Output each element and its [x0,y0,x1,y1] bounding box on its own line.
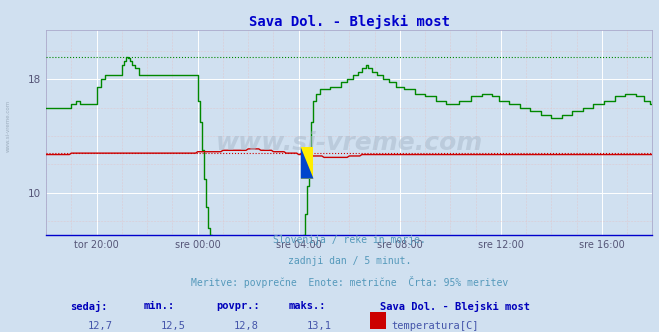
Text: sedaj:: sedaj: [71,301,108,312]
Polygon shape [301,147,314,179]
Text: Slovenija / reke in morje.: Slovenija / reke in morje. [273,235,426,245]
Text: povpr.:: povpr.: [216,301,260,311]
Bar [301,147,314,179]
Text: Sava Dol. - Blejski most: Sava Dol. - Blejski most [380,301,530,312]
Text: temperatura[C]: temperatura[C] [391,321,479,331]
Text: 13,1: 13,1 [306,321,331,331]
Bar [370,312,386,329]
Text: 12,8: 12,8 [234,321,259,331]
Text: 12,7: 12,7 [88,321,113,331]
Text: Meritve: povprečne  Enote: metrične  Črta: 95% meritev: Meritve: povprečne Enote: metrične Črta:… [190,276,508,289]
Text: www.si-vreme.com: www.si-vreme.com [5,100,11,152]
Text: maks.:: maks.: [289,301,326,311]
Text: 12,5: 12,5 [161,321,186,331]
Text: zadnji dan / 5 minut.: zadnji dan / 5 minut. [287,256,411,266]
Text: min.:: min.: [143,301,175,311]
Title: Sava Dol. - Blejski most: Sava Dol. - Blejski most [248,15,450,29]
Text: www.si-vreme.com: www.si-vreme.com [215,131,483,155]
